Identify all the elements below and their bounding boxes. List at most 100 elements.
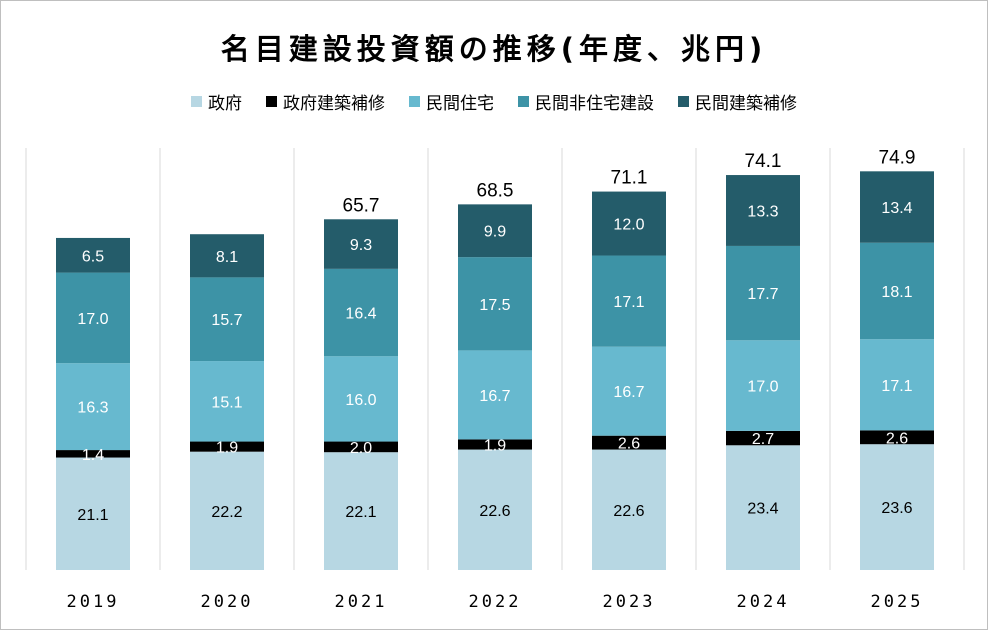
data-label: 18.1 (881, 284, 912, 301)
bar-segment (56, 457, 130, 570)
data-label: 22.2 (211, 504, 242, 521)
bar-segment (190, 234, 264, 278)
bar-segment (592, 255, 666, 347)
legend-item: 政府建築補修 (266, 89, 385, 114)
bar-segment (324, 219, 398, 269)
data-label: 22.6 (479, 503, 510, 520)
bar-segment (56, 363, 130, 451)
bar-segment (190, 441, 264, 452)
bar-segment (860, 444, 934, 570)
legend-item: 民間住宅 (409, 89, 494, 114)
bar-segment (726, 445, 800, 570)
legend-item: 民間建築補修 (678, 89, 797, 114)
bar-segment (324, 356, 398, 442)
bar-segment (860, 242, 934, 340)
legend-swatch (191, 96, 202, 107)
data-label: 2.0 (350, 440, 372, 457)
data-label: 16.7 (613, 384, 644, 401)
legend-label: 民間建築補修 (695, 94, 797, 114)
bar-segment (56, 272, 130, 364)
bar-segment (592, 449, 666, 570)
data-label: 22.1 (345, 504, 376, 521)
legend-item: 政府 (191, 89, 242, 114)
total-label: 65.7 (343, 195, 380, 216)
bar-segment (56, 237, 130, 273)
bar-segment (592, 191, 666, 256)
data-label: 1.4 (82, 447, 104, 464)
x-tick-label: 2022 (469, 592, 522, 612)
data-label: 23.6 (881, 500, 912, 517)
data-label: 22.6 (613, 503, 644, 520)
legend-label: 民間住宅 (426, 94, 494, 114)
data-label: 12.0 (613, 217, 644, 234)
chart-title: 名目建設投資額の推移(年度、兆円) (220, 32, 768, 66)
bar-segment (458, 204, 532, 258)
bar-segment (726, 175, 800, 246)
legend-swatch (518, 96, 529, 107)
legend-label: 民間非住宅建設 (535, 94, 654, 114)
bar-segment (324, 441, 398, 453)
bar-segment (56, 450, 130, 458)
bar-segment (458, 449, 532, 570)
bar-segment (860, 430, 934, 445)
data-label: 13.3 (747, 203, 778, 220)
data-label: 9.3 (350, 237, 372, 254)
legend-swatch (409, 96, 420, 107)
data-label: 23.4 (747, 501, 778, 518)
bar-segment (592, 435, 666, 450)
legend-label: 政府建築補修 (283, 94, 385, 114)
data-label: 6.5 (82, 248, 104, 265)
bar-segment (458, 439, 532, 450)
x-tick-label: 2024 (737, 592, 790, 612)
total-label: 71.1 (611, 168, 648, 189)
bar-segment (190, 361, 264, 442)
data-label: 13.4 (881, 200, 912, 217)
data-label: 15.1 (211, 394, 242, 411)
data-label: 17.5 (479, 297, 510, 314)
data-label: 16.4 (345, 306, 376, 323)
data-label: 17.7 (747, 286, 778, 303)
bar-segment (324, 268, 398, 357)
legend-swatch (266, 96, 277, 107)
bar-segment (324, 452, 398, 570)
data-label: 17.1 (881, 378, 912, 395)
data-label: 2.7 (752, 431, 774, 448)
data-label: 2.6 (886, 430, 908, 447)
data-label: 16.7 (479, 388, 510, 405)
data-label: 9.9 (484, 224, 506, 241)
data-label: 2.6 (618, 436, 640, 453)
total-label: 74.9 (879, 147, 916, 168)
legend-swatch (678, 96, 689, 107)
bar-segment (190, 451, 264, 570)
bar-segment (458, 257, 532, 351)
data-label: 16.0 (345, 392, 376, 409)
data-label: 21.1 (77, 507, 108, 524)
data-label: 1.9 (484, 437, 506, 454)
x-tick-label: 2019 (67, 592, 120, 612)
bar-segment (592, 346, 666, 436)
data-label: 16.3 (77, 400, 108, 417)
bar-segment (726, 245, 800, 341)
bar-segment (860, 339, 934, 431)
data-label: 17.1 (613, 294, 644, 311)
data-label: 17.0 (77, 311, 108, 328)
legend-item: 民間非住宅建設 (518, 89, 654, 114)
data-label: 17.0 (747, 379, 778, 396)
x-tick-label: 2023 (603, 592, 656, 612)
x-tick-label: 2025 (871, 592, 924, 612)
data-label: 15.7 (211, 312, 242, 329)
legend: 政府 政府建築補修 民間住宅 民間非住宅建設 民間建築補修 (0, 89, 988, 114)
bar-segment (458, 350, 532, 440)
legend-label: 政府 (208, 94, 242, 114)
x-tick-label: 2020 (201, 592, 254, 612)
x-tick-label: 2021 (335, 592, 388, 612)
data-label: 1.9 (216, 440, 238, 457)
total-label: 68.5 (477, 180, 514, 201)
total-label: 74.1 (745, 151, 782, 172)
bar-segment (726, 340, 800, 431)
data-label: 8.1 (216, 249, 238, 266)
bar-segment (726, 430, 800, 446)
bar-segment (190, 277, 264, 362)
bar-segment (860, 171, 934, 243)
